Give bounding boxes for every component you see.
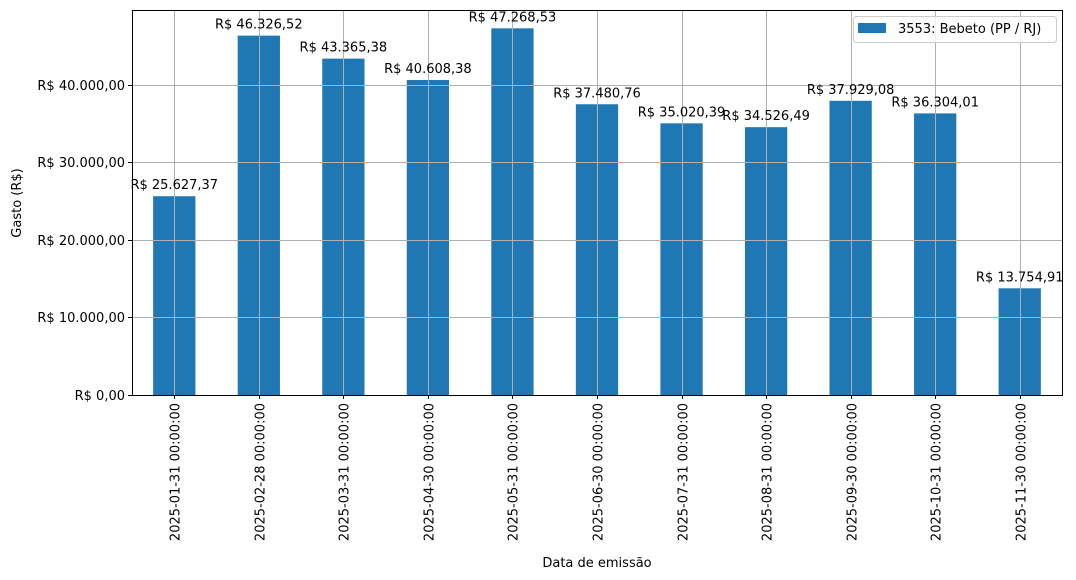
x-tick-label: 2025-11-30 00:00:00 xyxy=(1015,403,1030,541)
bar-value-label: R$ 37.929,08 xyxy=(807,83,895,98)
y-tick-label: R$ 10.000,00 xyxy=(37,311,125,326)
y-tick-label: R$ 40.000,00 xyxy=(37,79,125,94)
legend: 3553: Bebeto (PP / RJ) xyxy=(853,16,1057,43)
x-axis: 2025-01-31 00:00:00 2025-02-28 00:00:00 20… xyxy=(169,395,1030,541)
x-tick-label: 2025-07-31 00:00:00 xyxy=(677,403,692,541)
x-tick-label: 2025-08-31 00:00:00 xyxy=(761,403,776,541)
bar-value-label: R$ 13.754,91 xyxy=(976,270,1064,285)
x-tick-label: 2025-01-31 00:00:00 xyxy=(169,403,184,541)
bar-value-label: R$ 40.608,38 xyxy=(384,62,472,77)
bar xyxy=(998,288,1041,395)
bar-value-label: R$ 34.526,49 xyxy=(722,109,810,124)
y-axis: R$ 0,00 R$ 10.000,00 R$ 20.000,00 R$ 30.000… xyxy=(37,79,132,404)
x-tick-label: 2025-03-31 00:00:00 xyxy=(338,403,353,541)
bar xyxy=(660,123,703,396)
bar-value-label: R$ 43.365,38 xyxy=(300,41,388,56)
x-axis-label: Data de emissão xyxy=(542,556,651,571)
bar-value-label: R$ 36.304,01 xyxy=(891,95,979,110)
bar-value-label: R$ 25.627,37 xyxy=(130,178,218,193)
legend-label: 3553: Bebeto (PP / RJ) xyxy=(898,22,1041,37)
x-tick-label: 2025-09-30 00:00:00 xyxy=(846,403,861,541)
bar xyxy=(829,100,872,395)
legend-swatch xyxy=(858,23,886,33)
legend-box xyxy=(853,16,1057,43)
x-tick-label: 2025-05-31 00:00:00 xyxy=(507,403,522,541)
x-tick-label: 2025-10-31 00:00:00 xyxy=(930,403,945,541)
x-tick-label: 2025-02-28 00:00:00 xyxy=(254,403,269,541)
y-tick-label: R$ 30.000,00 xyxy=(37,156,125,171)
y-tick-label: R$ 20.000,00 xyxy=(37,234,125,249)
x-tick-label: 2025-04-30 00:00:00 xyxy=(423,403,438,541)
bar-value-label: R$ 47.268,53 xyxy=(469,10,557,25)
y-axis-label: Gasto (R$) xyxy=(10,168,25,237)
bar-value-label: R$ 37.480,76 xyxy=(553,86,641,101)
bar-value-label: R$ 35.020,39 xyxy=(638,105,726,120)
bar-value-labels: R$ 25.627,37 R$ 46.326,52 R$ 43.365,38 R$ 4… xyxy=(130,10,1063,285)
bar xyxy=(237,35,280,395)
x-tick-label: 2025-06-30 00:00:00 xyxy=(592,403,607,541)
y-tick-label: R$ 0,00 xyxy=(75,389,125,404)
bar-value-label: R$ 46.326,52 xyxy=(215,18,303,33)
bar xyxy=(406,79,450,395)
